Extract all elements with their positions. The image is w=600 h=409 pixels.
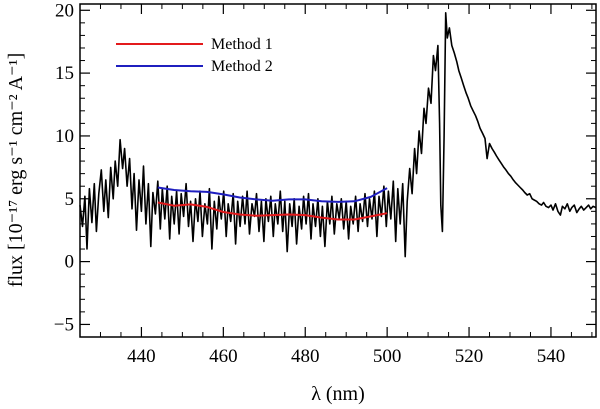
x-tick-label: 500 (373, 346, 402, 367)
y-tick-label: 5 (65, 189, 75, 210)
x-tick-label: 520 (455, 346, 484, 367)
data-lines (79, 12, 597, 258)
plot-frame (79, 3, 597, 338)
legend: Method 1 Method 2 (116, 36, 273, 75)
y-tick-label: 0 (65, 252, 75, 273)
y-tick-label: 15 (55, 63, 74, 84)
series-line-method-2 (157, 186, 388, 203)
x-axis-label: λ (nm) (311, 383, 365, 405)
x-tick-label: 440 (127, 346, 156, 367)
series-line-spectrum (79, 12, 597, 258)
x-tick-label: 480 (291, 346, 320, 367)
x-tick-label: 460 (209, 346, 238, 367)
legend-label: Method 1 (211, 36, 273, 53)
x-tick-label: 540 (537, 346, 566, 367)
y-axis-label: flux [10⁻¹⁷ erg s⁻¹ cm⁻² A⁻¹] (5, 53, 27, 287)
axis-ticks: 440 460 480 500 520 540 −5 0 5 10 15 20 (54, 0, 596, 367)
y-tick-label: 20 (55, 0, 74, 21)
legend-label: Method 2 (211, 58, 273, 75)
series-line-method-1 (157, 201, 388, 221)
y-tick-label: −5 (54, 314, 74, 335)
y-tick-label: 10 (55, 126, 74, 147)
